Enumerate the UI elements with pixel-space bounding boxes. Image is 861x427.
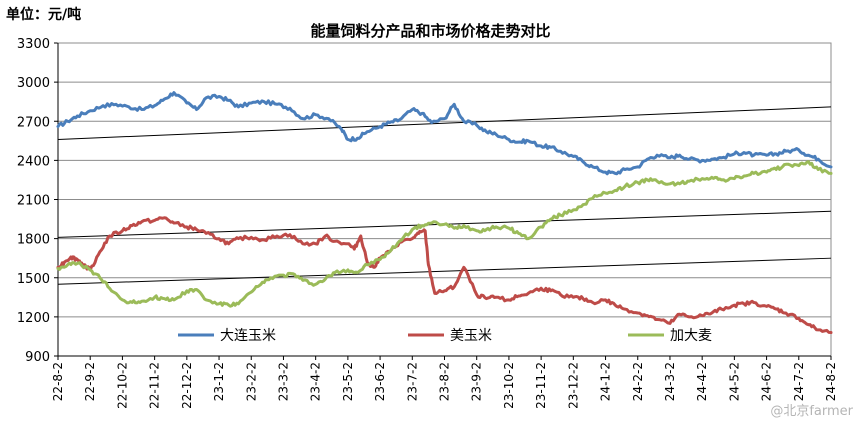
x-tick-label-24-5-2: 24-5-2 [727, 362, 741, 401]
x-tick-label-22-10-2: 22-10-2 [115, 362, 129, 409]
series-lines [56, 91, 833, 334]
x-tick-label-24-8-2: 24-8-2 [824, 362, 838, 401]
y-tick-labels: 900 1200 1500 1800 2100 2400 2700 3000 3300 [17, 37, 50, 365]
x-tick-label-24-4-2: 24-4-2 [695, 362, 709, 401]
legend-label-3: 加大麦 [670, 328, 712, 344]
unit-label: 单位：元/吨 [6, 7, 82, 23]
trendlines [57, 106, 832, 285]
trendline-2 [57, 257, 832, 285]
x-tick-label-23-11-2: 23-11-2 [534, 362, 548, 409]
series-line-2 [56, 216, 833, 334]
series-line-3 [56, 160, 833, 308]
x-tick-labels: 22-8-2 22-9-2 22-10-2 22-11-2 22-12-2 23-1-2 2… [51, 356, 838, 409]
y-tick-label-2100: 2100 [17, 194, 50, 209]
x-tick-label-23-3-2: 23-3-2 [276, 362, 290, 401]
legend-label-1: 大连玉米 [220, 328, 276, 344]
y-tick-label-900: 900 [25, 350, 50, 365]
y-tick-label-1800: 1800 [17, 233, 50, 248]
watermark: @北京farmer [770, 404, 853, 419]
x-tick-label-22-11-2: 22-11-2 [148, 362, 162, 409]
x-tick-label-24-7-2: 24-7-2 [792, 362, 806, 401]
x-tick-label-23-9-2: 23-9-2 [470, 362, 484, 401]
x-tick-label-24-1-2: 24-1-2 [599, 362, 613, 401]
series-line-1 [56, 91, 833, 176]
x-tick-label-22-12-2: 22-12-2 [180, 362, 194, 409]
y-tick-label-3000: 3000 [17, 76, 50, 91]
x-tick-label-23-8-2: 23-8-2 [438, 362, 452, 401]
x-tick-label-24-6-2: 24-6-2 [760, 362, 774, 401]
x-tick-label-24-2-2: 24-2-2 [631, 362, 645, 401]
legend: 大连玉米 美玉米 加大麦 [178, 328, 712, 344]
x-tick-label-24-3-2: 24-3-2 [663, 362, 677, 401]
y-tick-label-2700: 2700 [17, 115, 50, 130]
y-tick-label-1200: 1200 [17, 311, 50, 326]
y-tick-label-1500: 1500 [17, 272, 50, 287]
x-tick-label-23-2-2: 23-2-2 [244, 362, 258, 401]
x-tick-label-23-6-2: 23-6-2 [373, 362, 387, 401]
x-tick-label-23-5-2: 23-5-2 [341, 362, 355, 401]
legend-label-2: 美玉米 [450, 328, 492, 344]
y-tick-label-2400: 2400 [17, 154, 50, 169]
x-tick-label-23-4-2: 23-4-2 [309, 362, 323, 401]
y-tick-label-3300: 3300 [17, 37, 50, 52]
x-tick-label-23-12-2: 23-12-2 [566, 362, 580, 409]
chart-title: 能量饲料分产品和市场价格走势对比 [310, 22, 551, 40]
x-tick-label-23-1-2: 23-1-2 [212, 362, 226, 401]
trendline-1 [57, 106, 832, 141]
x-tick-label-23-7-2: 23-7-2 [405, 362, 419, 401]
x-tick-label-23-10-2: 23-10-2 [502, 362, 516, 409]
x-tick-label-22-8-2: 22-8-2 [51, 362, 65, 401]
x-tick-label-22-9-2: 22-9-2 [83, 362, 97, 401]
